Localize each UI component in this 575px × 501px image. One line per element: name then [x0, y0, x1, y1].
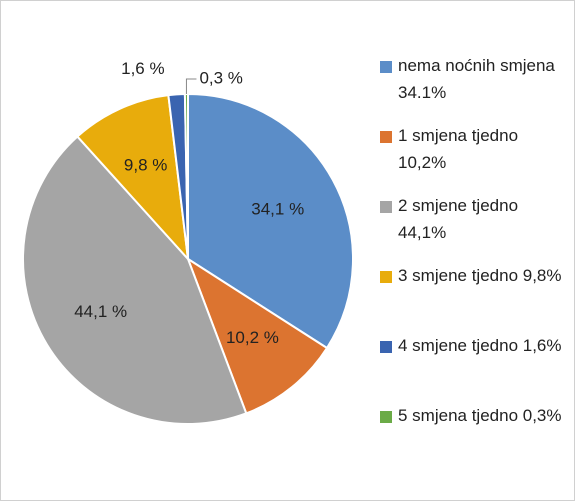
legend-item: 4 smjene tjedno 1,6%: [378, 332, 563, 402]
legend-item: 2 smjene tjedno 44,1%: [378, 192, 563, 262]
legend-item: 1 smjena tjedno 10,2%: [378, 122, 563, 192]
data-label: 1,6 %: [121, 59, 164, 78]
legend-label: 2 smjene tjedno 44,1%: [398, 196, 519, 242]
legend-item: nema noćnih smjena 34.1%: [378, 52, 563, 122]
legend-swatch: [380, 131, 392, 143]
legend-label: 4 smjene tjedno 1,6%: [398, 336, 562, 355]
legend-swatch: [380, 61, 392, 73]
legend: nema noćnih smjena 34.1% 1 smjena tjedno …: [378, 52, 563, 472]
legend-label: 1 smjena tjedno 10,2%: [398, 126, 519, 172]
legend-swatch: [380, 271, 392, 283]
legend-item: 5 smjena tjedno 0,3%: [378, 402, 563, 472]
data-label: 10,2 %: [226, 328, 279, 347]
data-label: 44,1 %: [74, 302, 127, 321]
leader-line: [185, 78, 197, 95]
data-label: 9,8 %: [124, 155, 167, 174]
legend-label: 3 smjene tjedno 9,8%: [398, 266, 562, 285]
legend-item: 3 smjene tjedno 9,8%: [378, 262, 563, 332]
pie-slice: [183, 92, 189, 260]
legend-swatch: [380, 341, 392, 353]
legend-label: nema noćnih smjena 34.1%: [398, 56, 555, 102]
legend-label: 5 smjena tjedno 0,3%: [398, 406, 562, 425]
legend-swatch: [380, 411, 392, 423]
legend-swatch: [380, 201, 392, 213]
pie-slice: [22, 135, 248, 425]
data-label: 0,3 %: [199, 68, 242, 87]
pie-slice: [76, 94, 190, 263]
pie-slice: [185, 256, 329, 415]
data-label: 34,1 %: [251, 199, 304, 218]
